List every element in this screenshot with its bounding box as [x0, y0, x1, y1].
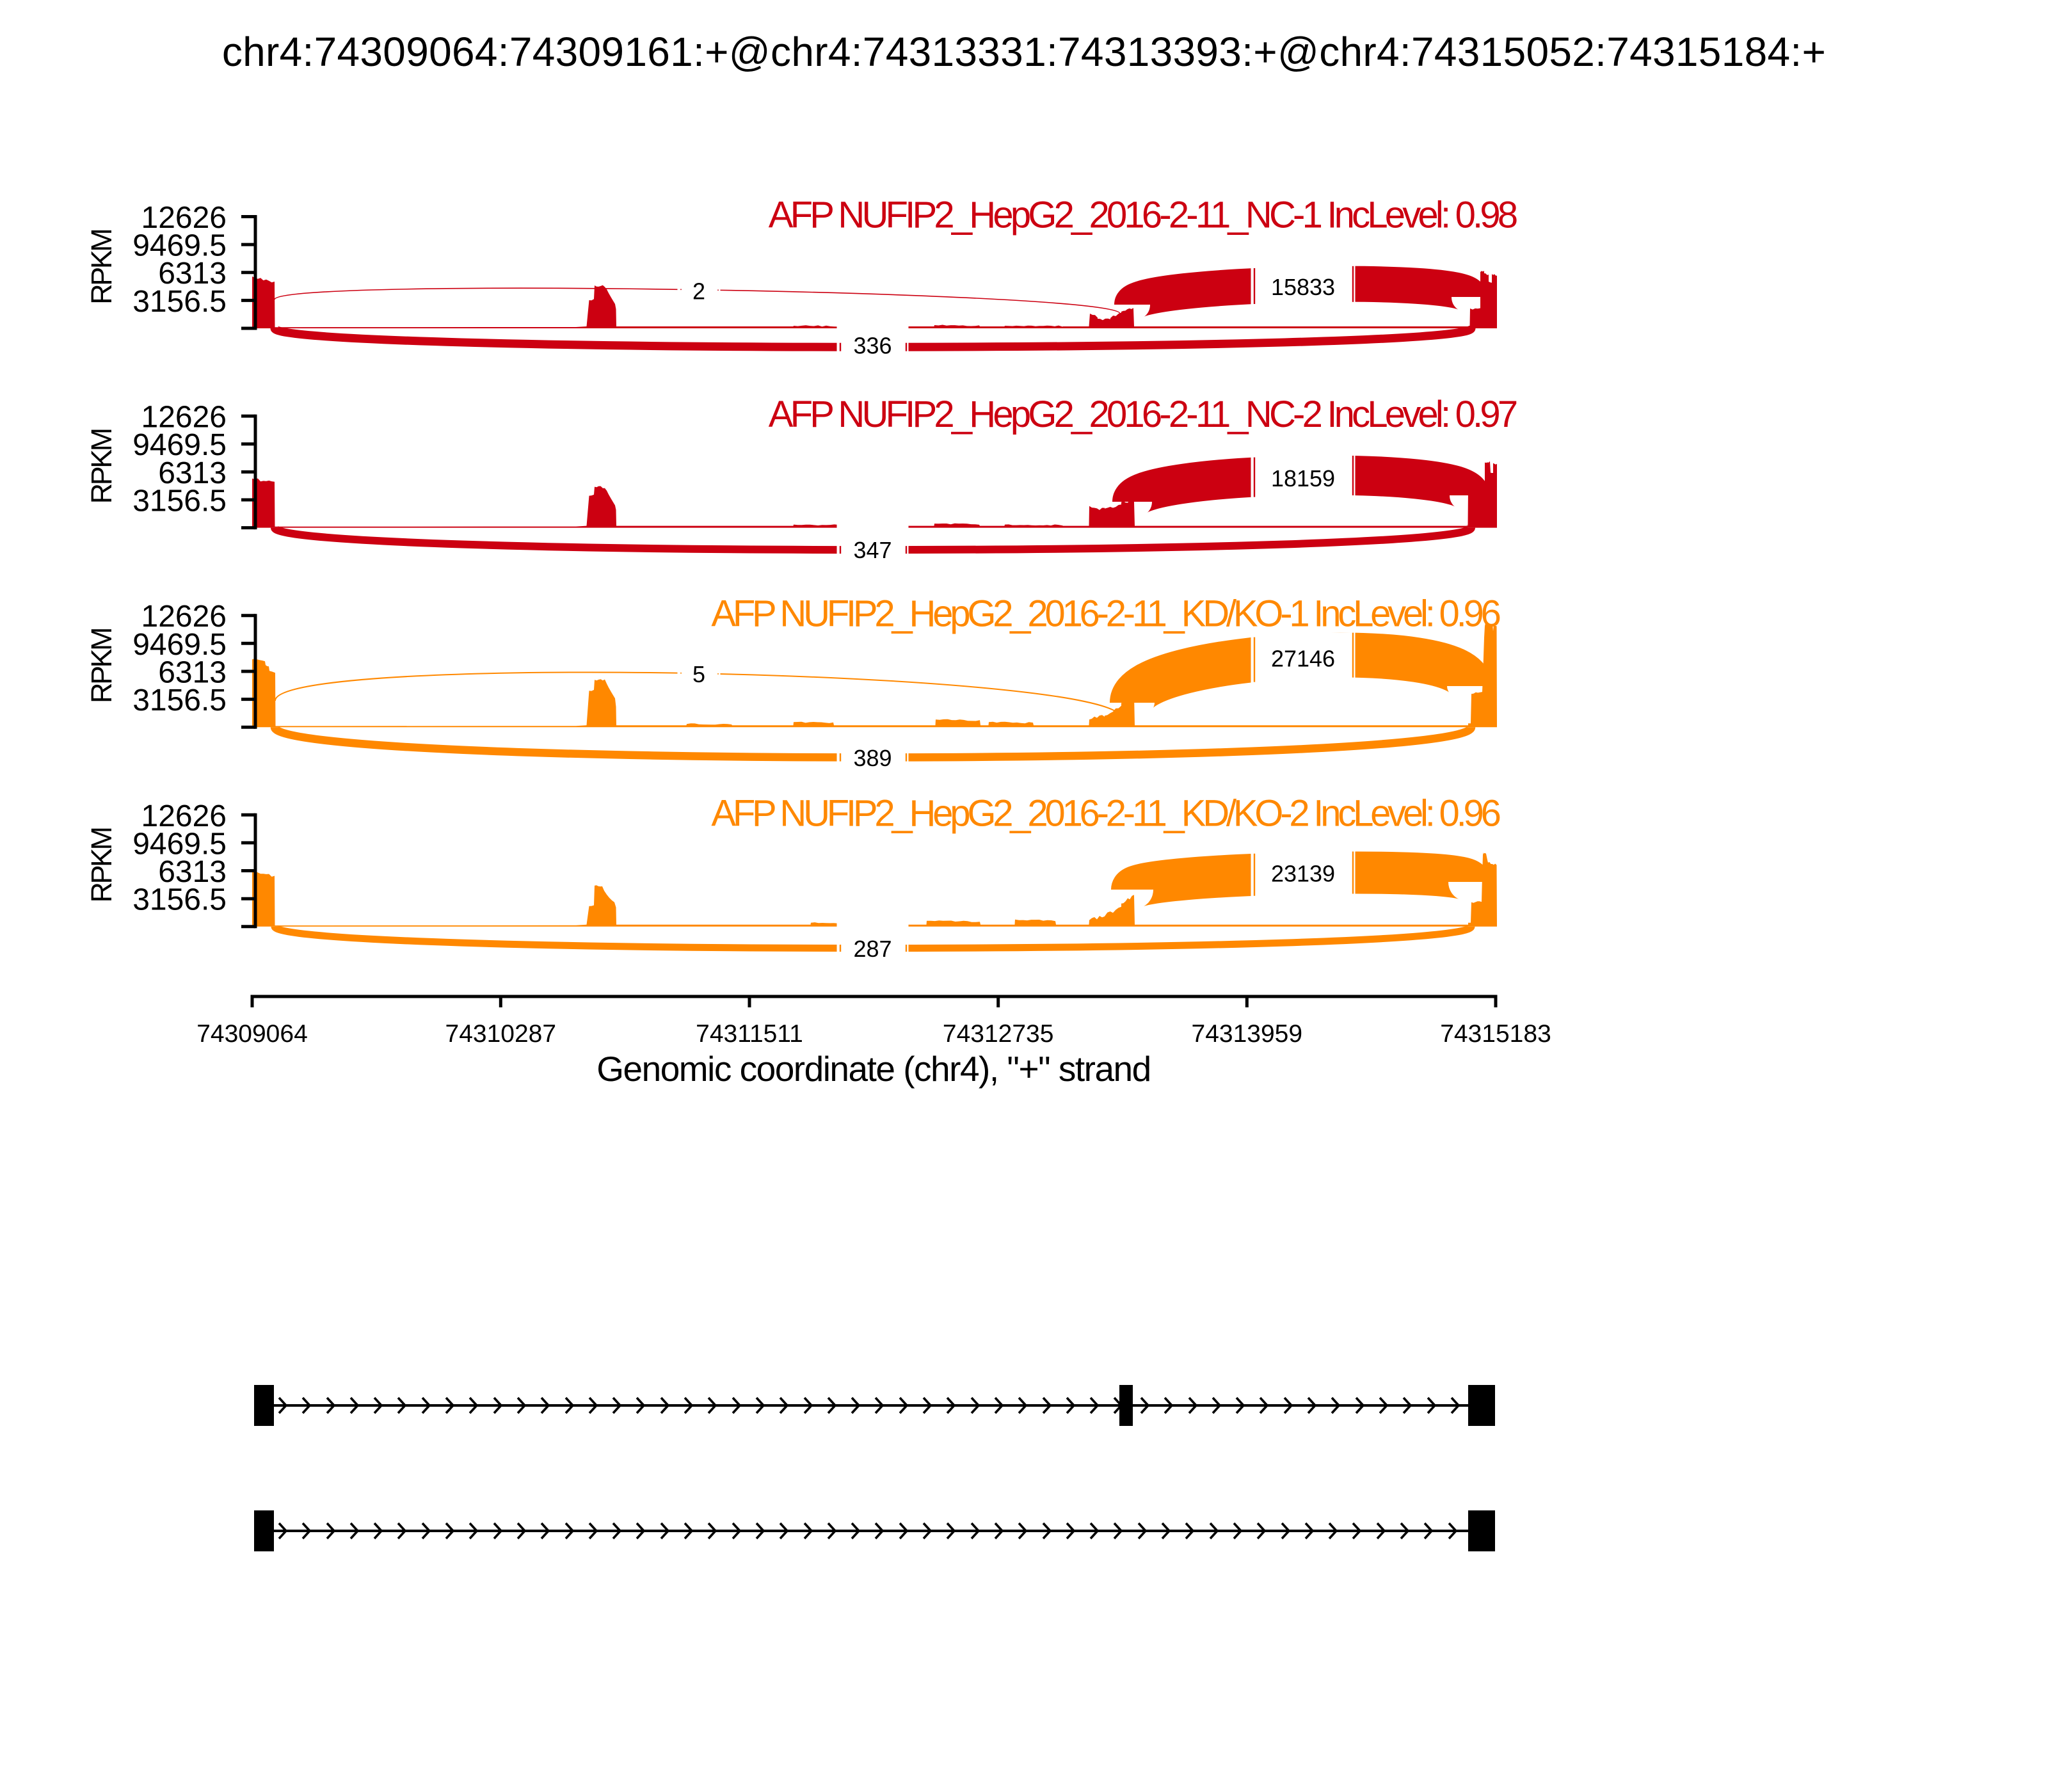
svg-text:74312735: 74312735	[943, 1020, 1054, 1048]
svg-text:9469.5: 9469.5	[132, 628, 227, 662]
svg-text:6313: 6313	[158, 656, 227, 690]
svg-text:12626: 12626	[141, 401, 227, 435]
svg-text:6313: 6313	[158, 855, 227, 889]
svg-text:27146: 27146	[1271, 646, 1335, 672]
svg-text:RPKM: RPKM	[85, 230, 118, 305]
svg-text:12626: 12626	[141, 201, 227, 235]
svg-text:3156.5: 3156.5	[132, 684, 227, 717]
svg-text:9469.5: 9469.5	[132, 229, 227, 263]
svg-text:9469.5: 9469.5	[132, 827, 227, 861]
svg-text:RPKM: RPKM	[85, 629, 118, 703]
svg-text:74310287: 74310287	[445, 1020, 557, 1048]
svg-text:3156.5: 3156.5	[132, 484, 227, 518]
svg-text:3156.5: 3156.5	[132, 883, 227, 917]
svg-text:389: 389	[853, 745, 892, 771]
svg-text:2: 2	[692, 278, 705, 305]
svg-text:6313: 6313	[158, 257, 227, 291]
svg-text:RPKM: RPKM	[85, 828, 118, 902]
svg-text:12626: 12626	[141, 600, 227, 634]
svg-text:23139: 23139	[1271, 861, 1335, 887]
svg-text:347: 347	[853, 537, 892, 563]
svg-text:15833: 15833	[1271, 274, 1335, 300]
svg-text:74315183: 74315183	[1440, 1020, 1551, 1048]
svg-text:9469.5: 9469.5	[132, 428, 227, 462]
svg-text:RPKM: RPKM	[85, 429, 118, 504]
svg-text:AFP NUFIP2_HepG2_2016-2-11_KD/: AFP NUFIP2_HepG2_2016-2-11_KD/KO-2 IncLe…	[711, 792, 1500, 834]
svg-text:336: 336	[853, 333, 892, 359]
svg-text:3156.5: 3156.5	[132, 285, 227, 319]
svg-text:74311511: 74311511	[696, 1020, 803, 1048]
svg-text:12626: 12626	[141, 799, 227, 833]
svg-text:6313: 6313	[158, 456, 227, 490]
svg-text:AFP NUFIP2_HepG2_2016-2-11_NC-: AFP NUFIP2_HepG2_2016-2-11_NC-1 IncLevel…	[769, 195, 1517, 236]
svg-text:287: 287	[853, 936, 892, 962]
svg-text:74309064: 74309064	[196, 1020, 308, 1048]
svg-text:74313959: 74313959	[1192, 1020, 1303, 1048]
svg-text:chr4:74309064:74309161:+@chr4:: chr4:74309064:74309161:+@chr4:74313331:7…	[222, 29, 1826, 75]
svg-text:5: 5	[692, 661, 705, 687]
svg-text:18159: 18159	[1271, 465, 1335, 492]
svg-text:AFP NUFIP2_HepG2_2016-2-11_NC-: AFP NUFIP2_HepG2_2016-2-11_NC-2 IncLevel…	[769, 394, 1517, 435]
svg-text:Genomic coordinate (chr4), "+": Genomic coordinate (chr4), "+" strand	[596, 1049, 1150, 1089]
svg-text:AFP NUFIP2_HepG2_2016-2-11_KD/: AFP NUFIP2_HepG2_2016-2-11_KD/KO-1 IncLe…	[711, 593, 1500, 635]
